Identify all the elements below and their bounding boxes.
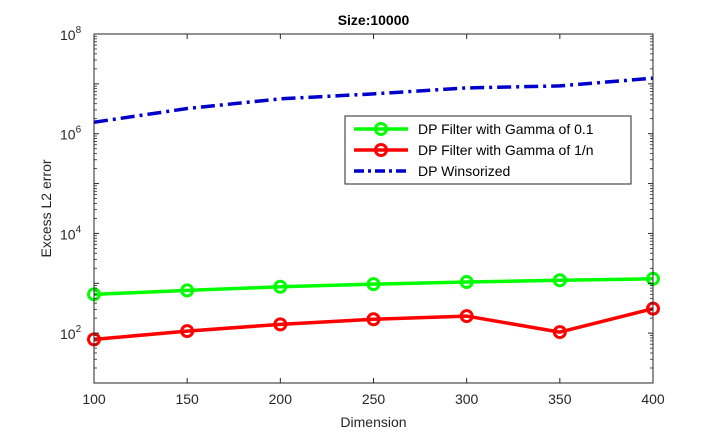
axes-layer: 100 150 200 250 300 350 400 102 104 106 108	[60, 25, 665, 407]
x-tick-label: 400	[641, 391, 665, 407]
y-tick-label: 104	[60, 224, 82, 242]
x-tick-label: 300	[455, 391, 479, 407]
data-point	[459, 275, 474, 290]
chart-title: Size:10000	[338, 12, 410, 28]
data-point	[273, 279, 288, 294]
y-axis-label: Excess L2 error	[38, 159, 54, 257]
legend-entry-label: DP Filter with Gamma of 0.1	[418, 121, 594, 137]
data-point	[366, 277, 381, 292]
x-tick-label: 350	[548, 391, 572, 407]
data-point	[552, 325, 567, 340]
data-point	[552, 273, 567, 288]
legend-entry-label: DP Winsorized	[418, 163, 510, 179]
x-tick-label: 100	[82, 391, 106, 407]
x-axis-label: Dimension	[340, 414, 406, 430]
series-line-2	[93, 76, 654, 124]
y-tick-label: 108	[60, 25, 82, 43]
series-line-0	[93, 277, 654, 297]
y-tick-label: 102	[60, 324, 82, 342]
data-point	[180, 283, 195, 298]
x-tick-label: 250	[362, 391, 386, 407]
y-tick-label: 106	[60, 125, 82, 143]
data-point	[366, 312, 381, 327]
data-point	[180, 324, 195, 339]
x-tick-label: 200	[269, 391, 293, 407]
legend-entry-label: DP Filter with Gamma of 1/n	[418, 142, 594, 158]
legend-marker	[374, 143, 388, 157]
legend-marker	[374, 122, 388, 136]
data-point	[273, 317, 288, 332]
data-point	[459, 309, 474, 324]
legend: DP Filter with Gamma of 0.1 DP Filter wit…	[344, 115, 632, 185]
series-line-1	[93, 306, 654, 342]
x-tick-label: 150	[175, 391, 199, 407]
